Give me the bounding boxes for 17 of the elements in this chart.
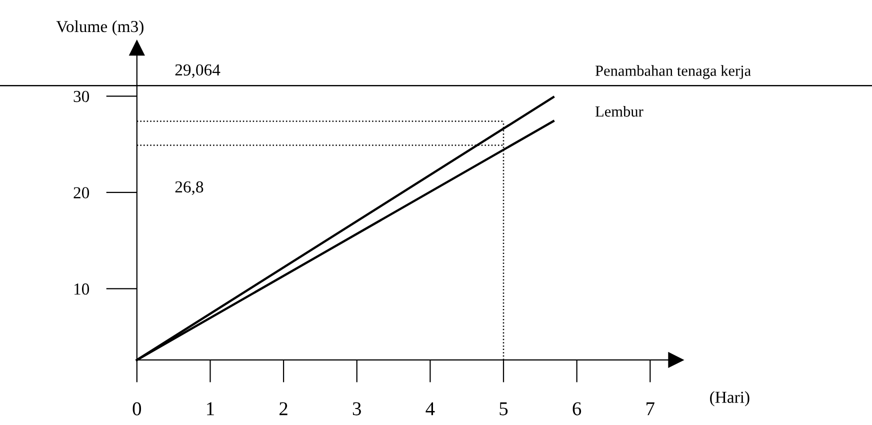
text: Penambahan tenaga kerja	[595, 65, 751, 80]
x-tick-label: 7	[646, 402, 654, 416]
x-tick-label: 5	[500, 402, 508, 416]
x-tick-label: 2	[280, 402, 288, 416]
annotation: 26,8	[175, 181, 204, 195]
x-tick-label: 3	[352, 402, 361, 416]
annotation: 29,064	[175, 64, 220, 78]
y-tick-label: 20	[74, 187, 90, 198]
x-tick-label: 0	[132, 402, 142, 416]
x-tick-label: 4	[426, 402, 435, 416]
x-axis-title: (Hari)	[710, 391, 750, 406]
x-tick-label: 6	[572, 402, 582, 416]
text: Lembur	[595, 106, 644, 117]
x-tick-label: 1	[207, 402, 214, 416]
y-axis-title: Volume (m3)	[56, 20, 144, 36]
y-tick-label: 30	[74, 90, 90, 102]
y-tick-label: 10	[74, 283, 90, 295]
